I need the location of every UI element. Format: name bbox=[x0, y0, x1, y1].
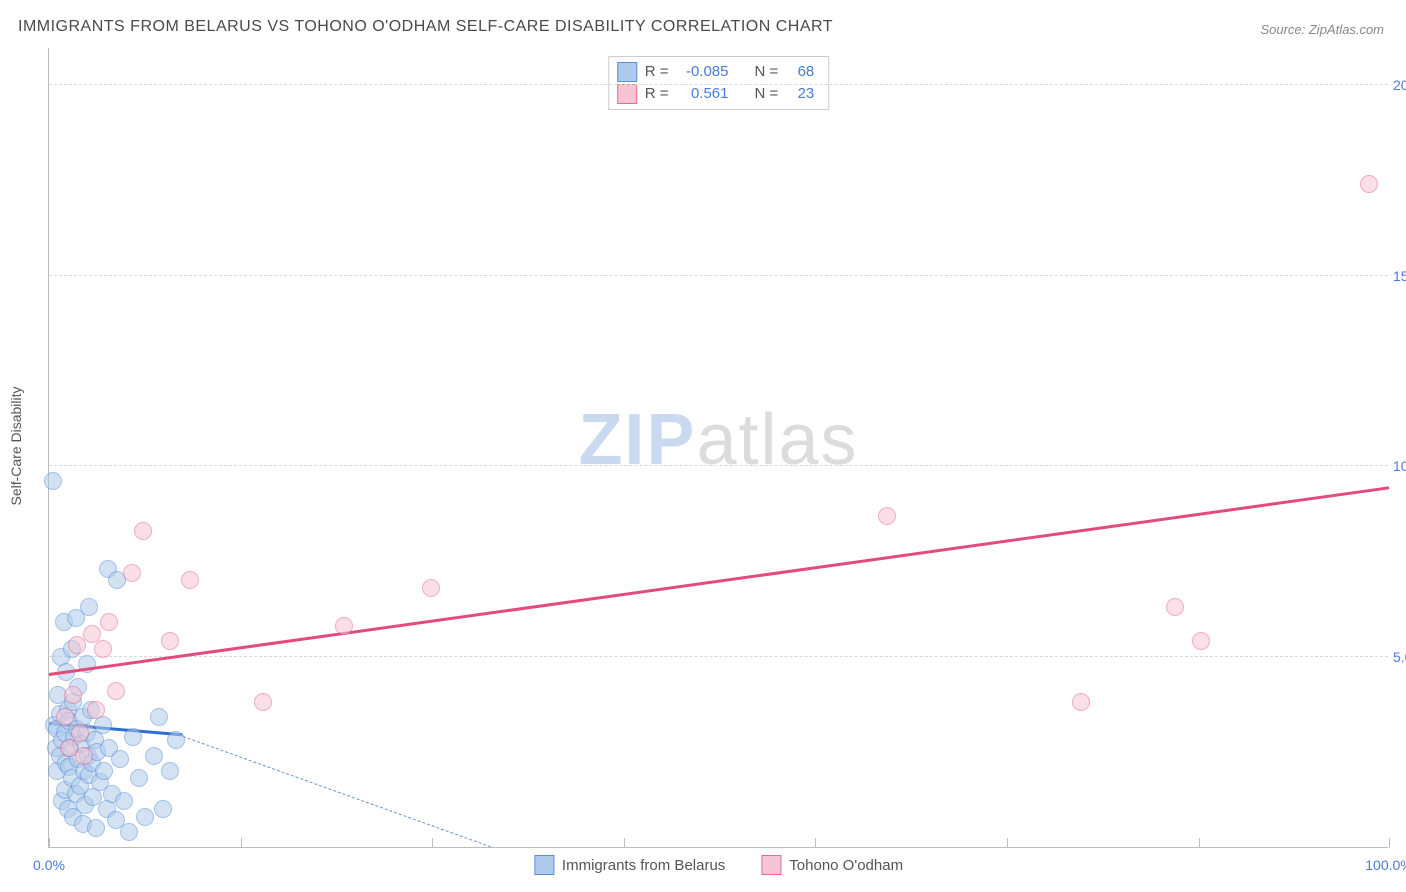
data-point bbox=[1360, 175, 1378, 193]
data-point bbox=[123, 564, 141, 582]
data-point bbox=[254, 693, 272, 711]
data-point bbox=[68, 636, 86, 654]
swatch-series-b bbox=[761, 855, 781, 875]
y-tick-label: 15.0% bbox=[1393, 268, 1406, 284]
data-point bbox=[80, 598, 98, 616]
data-point bbox=[150, 708, 168, 726]
corr-row-series-a: R = -0.085 N = 68 bbox=[617, 61, 815, 83]
r-value-a: -0.085 bbox=[677, 61, 729, 83]
gridline bbox=[49, 656, 1388, 657]
watermark-zip: ZIP bbox=[578, 399, 696, 479]
data-point bbox=[130, 769, 148, 787]
gridline bbox=[49, 465, 1388, 466]
legend-item-a: Immigrants from Belarus bbox=[534, 855, 725, 875]
data-point bbox=[120, 823, 138, 841]
trend-line bbox=[49, 486, 1389, 676]
x-tick bbox=[1199, 838, 1200, 848]
data-point bbox=[878, 507, 896, 525]
data-point bbox=[161, 762, 179, 780]
watermark-atlas: atlas bbox=[696, 399, 858, 479]
data-point bbox=[94, 640, 112, 658]
data-point bbox=[44, 472, 62, 490]
data-point bbox=[145, 747, 163, 765]
swatch-series-a bbox=[617, 62, 637, 82]
data-point bbox=[100, 613, 118, 631]
swatch-series-a bbox=[534, 855, 554, 875]
source-label: Source: ZipAtlas.com bbox=[1260, 22, 1384, 37]
watermark: ZIPatlas bbox=[578, 398, 858, 480]
data-point bbox=[115, 792, 133, 810]
gridline bbox=[49, 275, 1388, 276]
x-tick bbox=[49, 838, 50, 848]
data-point bbox=[1072, 693, 1090, 711]
data-point bbox=[167, 731, 185, 749]
legend-label-b: Tohono O'odham bbox=[789, 857, 903, 874]
y-tick-label: 5.0% bbox=[1393, 649, 1406, 665]
y-axis-label: Self-Care Disability bbox=[8, 386, 24, 505]
correlation-legend: R = -0.085 N = 68 R = 0.561 N = 23 bbox=[608, 56, 830, 110]
corr-row-series-b: R = 0.561 N = 23 bbox=[617, 83, 815, 105]
data-point bbox=[1166, 598, 1184, 616]
bottom-legend: Immigrants from Belarus Tohono O'odham bbox=[534, 855, 903, 875]
scatter-plot: ZIPatlas R = -0.085 N = 68 R = 0.561 N =… bbox=[48, 48, 1388, 848]
data-point bbox=[95, 762, 113, 780]
data-point bbox=[154, 800, 172, 818]
data-point bbox=[56, 708, 74, 726]
data-point bbox=[87, 701, 105, 719]
data-point bbox=[107, 682, 125, 700]
data-point bbox=[111, 750, 129, 768]
x-tick bbox=[241, 838, 242, 848]
data-point bbox=[75, 747, 93, 765]
x-tick bbox=[1007, 838, 1008, 848]
x-tick-label: 0.0% bbox=[33, 857, 65, 873]
r-value-b: 0.561 bbox=[677, 83, 729, 105]
trend-line bbox=[183, 736, 492, 847]
x-tick bbox=[815, 838, 816, 848]
chart-title: IMMIGRANTS FROM BELARUS VS TOHONO O'ODHA… bbox=[18, 18, 833, 36]
data-point bbox=[124, 728, 142, 746]
data-point bbox=[335, 617, 353, 635]
n-value-a: 68 bbox=[786, 61, 814, 83]
data-point bbox=[87, 819, 105, 837]
data-point bbox=[422, 579, 440, 597]
n-label: N = bbox=[755, 83, 779, 105]
n-value-b: 23 bbox=[786, 83, 814, 105]
n-label: N = bbox=[755, 61, 779, 83]
data-point bbox=[71, 724, 89, 742]
data-point bbox=[181, 571, 199, 589]
x-tick-label: 100.0% bbox=[1365, 857, 1406, 873]
gridline bbox=[49, 84, 1388, 85]
data-point bbox=[64, 686, 82, 704]
data-point bbox=[136, 808, 154, 826]
x-tick bbox=[624, 838, 625, 848]
data-point bbox=[1192, 632, 1210, 650]
y-tick-label: 20.0% bbox=[1393, 77, 1406, 93]
y-tick-label: 10.0% bbox=[1393, 458, 1406, 474]
r-label: R = bbox=[645, 61, 669, 83]
r-label: R = bbox=[645, 83, 669, 105]
data-point bbox=[161, 632, 179, 650]
data-point bbox=[134, 522, 152, 540]
legend-label-a: Immigrants from Belarus bbox=[562, 857, 725, 874]
legend-item-b: Tohono O'odham bbox=[761, 855, 903, 875]
x-tick bbox=[1389, 838, 1390, 848]
x-tick bbox=[432, 838, 433, 848]
swatch-series-b bbox=[617, 84, 637, 104]
